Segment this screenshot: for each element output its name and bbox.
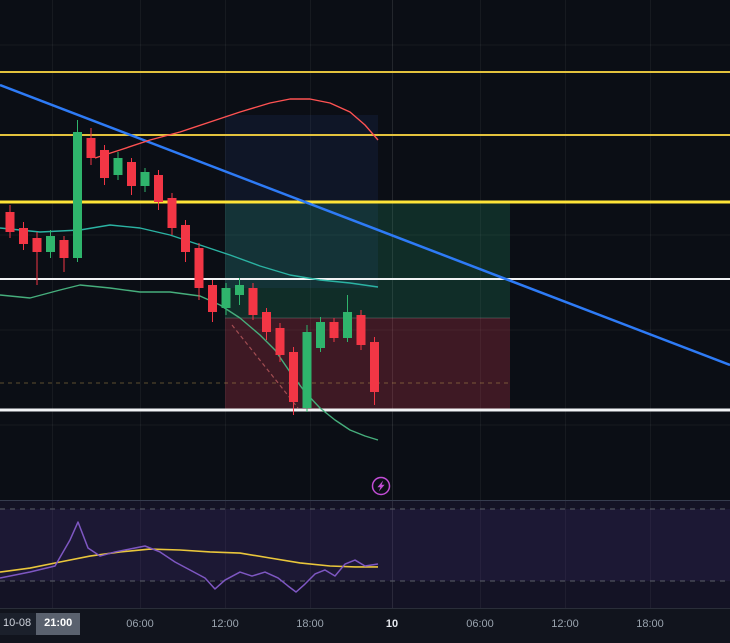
candle-body (289, 352, 298, 402)
candle-body (208, 285, 217, 312)
candle-body (46, 236, 55, 252)
candle-body (262, 312, 271, 332)
time-axis-label: 06:00 (466, 618, 494, 630)
candle-body (59, 240, 69, 258)
stop-zone[interactable] (225, 318, 510, 410)
profit-zone[interactable] (225, 202, 510, 318)
candle-body (275, 328, 285, 355)
candle-body (356, 315, 366, 345)
time-axis-label: 18:00 (636, 618, 664, 630)
oscillator-line-purple (0, 521, 379, 593)
time-axis-label: 12:00 (551, 618, 579, 630)
candle-body (127, 162, 136, 186)
candle-body (19, 228, 28, 244)
indicator-pane-bg (0, 500, 730, 608)
time-axis-label: 12:00 (211, 618, 239, 630)
smoothed-line-yellow (0, 548, 378, 573)
candle-body (221, 288, 231, 308)
candle-body (329, 322, 339, 338)
lower-band-green (0, 284, 379, 441)
crosshair-date: 10-08 (0, 613, 37, 635)
time-axis-label: 18:00 (296, 618, 324, 630)
candle-body (167, 198, 177, 228)
candle-body (302, 332, 312, 408)
candle-body (370, 342, 379, 392)
candle-body (248, 288, 258, 315)
candle-body (113, 158, 123, 175)
lightning-icon (377, 480, 385, 492)
candle-body (32, 238, 42, 252)
crosshair-time: 21:00 (36, 613, 81, 635)
candle-body (316, 322, 325, 348)
chart-canvas[interactable] (0, 0, 730, 608)
candle-body (100, 150, 109, 178)
crosshair-time-label: 10-08 21:00 (0, 613, 81, 635)
candle-body (154, 175, 163, 202)
time-axis[interactable]: 10-08 21:00 06:00 12:00 18:00 10 06:00 12:00 1… (0, 608, 730, 643)
candle-body (140, 172, 150, 186)
time-axis-label: 10 (385, 618, 399, 630)
candle-body (86, 138, 96, 158)
candle-body (235, 285, 244, 295)
upper-band-red (94, 98, 379, 159)
pattern-dash-line (231, 324, 299, 409)
candle-body (181, 225, 190, 252)
trendline[interactable] (0, 83, 730, 367)
indicator-band-bg (0, 508, 730, 581)
time-axis-label: 06:00 (126, 618, 154, 630)
candle-body (343, 312, 352, 338)
candle-body (73, 132, 82, 258)
candle-body (5, 212, 15, 232)
candle-body (194, 248, 204, 288)
